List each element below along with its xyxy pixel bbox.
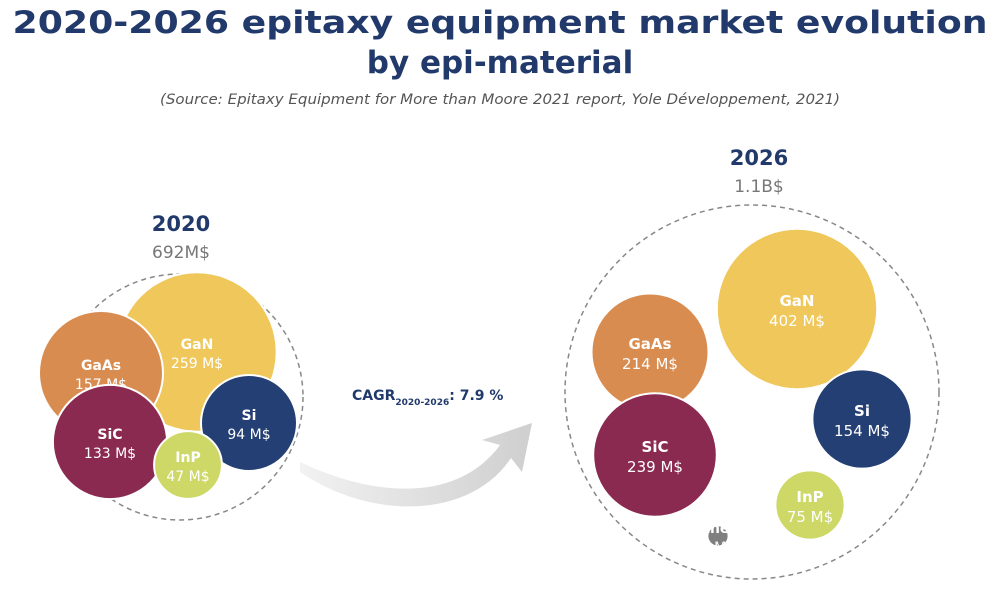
source-note: (Source: Epitaxy Equipment for More than… bbox=[160, 92, 840, 108]
cagr-label: CAGR2020-2026: 7.9 % bbox=[352, 388, 503, 408]
bubble-inp-2026 bbox=[774, 469, 846, 541]
bubble-name-gaas-2020: GaAs bbox=[81, 358, 121, 374]
bubble-si-2020 bbox=[200, 374, 298, 472]
growth-arrow bbox=[300, 423, 532, 507]
bubble-value-si-2026: 154 M$ bbox=[834, 422, 890, 440]
bubble-others-2026 bbox=[706, 524, 730, 548]
bubble-name-gan-2020: GaN bbox=[181, 337, 214, 353]
bubble-value-sic-2020: 133 M$ bbox=[84, 446, 136, 462]
bubble-group-2026: GaN 402 M$ GaAs 214 M$ SiC 239 M$ Si 154 M$ InP 7… bbox=[590, 227, 913, 556]
bubble-name-inp-2026: InP bbox=[796, 488, 823, 506]
bubble-value-inp-2026: 75 M$ bbox=[787, 508, 833, 526]
bubble-value-gan-2026: 402 M$ bbox=[769, 312, 825, 330]
year-label-2020: 2020 bbox=[152, 212, 210, 236]
bubble-inp-2020 bbox=[153, 430, 223, 500]
bubble-sic-2026 bbox=[592, 392, 718, 518]
bubble-name-sic-2020: SiC bbox=[97, 427, 122, 443]
bubble-value-gan-2020: 259 M$ bbox=[171, 356, 223, 372]
total-label-2020: 692M$ bbox=[152, 243, 210, 263]
bubble-name-gan-2026: GaN bbox=[780, 292, 815, 310]
cluster-outline-2026 bbox=[564, 204, 940, 580]
cagr-value: : 7.9 % bbox=[449, 388, 503, 404]
bubble-gan-2026 bbox=[715, 227, 879, 391]
total-label-2026: 1.1B$ bbox=[734, 177, 784, 197]
bubble-name-sic-2026: SiC bbox=[642, 438, 669, 456]
bubble-name-gaas-2026: GaAs bbox=[629, 335, 672, 353]
bubble-si-2026 bbox=[811, 368, 913, 470]
title-line-1: 2020-2026 epitaxy equipment market evolu… bbox=[13, 5, 988, 41]
title-line-2: by epi-material bbox=[367, 45, 633, 81]
bubble-value-sic-2026: 239 M$ bbox=[627, 458, 683, 476]
bubble-value-gaas-2026: 214 M$ bbox=[622, 355, 678, 373]
year-label-2026: 2026 bbox=[730, 146, 788, 170]
bubble-value-inp-2020: 47 M$ bbox=[166, 469, 209, 485]
bubble-value-si-2020: 94 M$ bbox=[227, 427, 270, 443]
bubble-name-si-2020: Si bbox=[242, 408, 257, 424]
bubble-value-others-2026: 7 M$ bbox=[701, 540, 735, 556]
cagr-subscript: 2020-2026 bbox=[395, 398, 449, 408]
bubble-name-others-2026: Others bbox=[691, 521, 744, 537]
bubble-name-si-2026: Si bbox=[854, 402, 870, 420]
bubble-name-inp-2020: InP bbox=[175, 450, 200, 466]
cagr-prefix: CAGR bbox=[352, 388, 396, 404]
